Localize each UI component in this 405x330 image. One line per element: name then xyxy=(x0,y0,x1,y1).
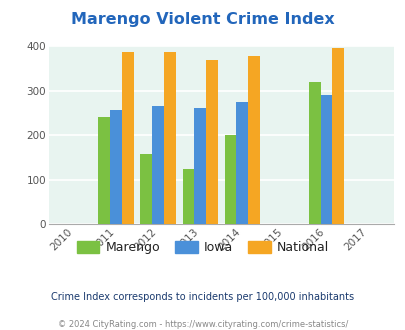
Bar xyxy=(164,52,175,224)
Bar xyxy=(122,52,133,224)
Bar xyxy=(194,108,206,224)
Text: Marengo Violent Crime Index: Marengo Violent Crime Index xyxy=(71,12,334,26)
Bar xyxy=(320,95,332,224)
Bar xyxy=(236,102,247,224)
Bar xyxy=(98,117,110,224)
Legend: Marengo, Iowa, National: Marengo, Iowa, National xyxy=(72,236,333,259)
Bar xyxy=(182,169,194,224)
Bar xyxy=(152,106,164,224)
Bar xyxy=(140,154,152,224)
Text: Crime Index corresponds to incidents per 100,000 inhabitants: Crime Index corresponds to incidents per… xyxy=(51,292,354,302)
Bar xyxy=(332,48,343,224)
Bar xyxy=(247,56,259,224)
Bar xyxy=(308,82,320,224)
Bar xyxy=(110,110,122,224)
Bar xyxy=(224,135,236,224)
Text: © 2024 CityRating.com - https://www.cityrating.com/crime-statistics/: © 2024 CityRating.com - https://www.city… xyxy=(58,320,347,329)
Bar xyxy=(206,60,217,224)
